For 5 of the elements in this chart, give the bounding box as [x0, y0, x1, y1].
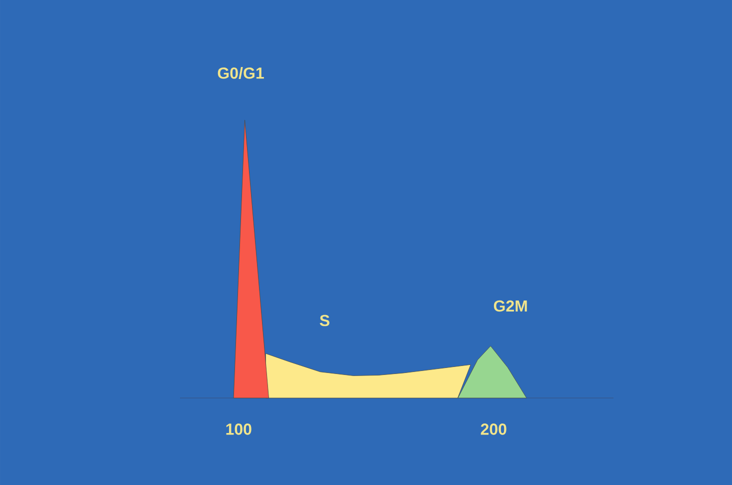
x-tick-label: 100 [226, 424, 252, 435]
text: S [320, 314, 330, 326]
text: G2M [494, 300, 527, 312]
x-tick-label: 200 [480, 424, 506, 435]
text: G0/G1 [218, 67, 264, 79]
